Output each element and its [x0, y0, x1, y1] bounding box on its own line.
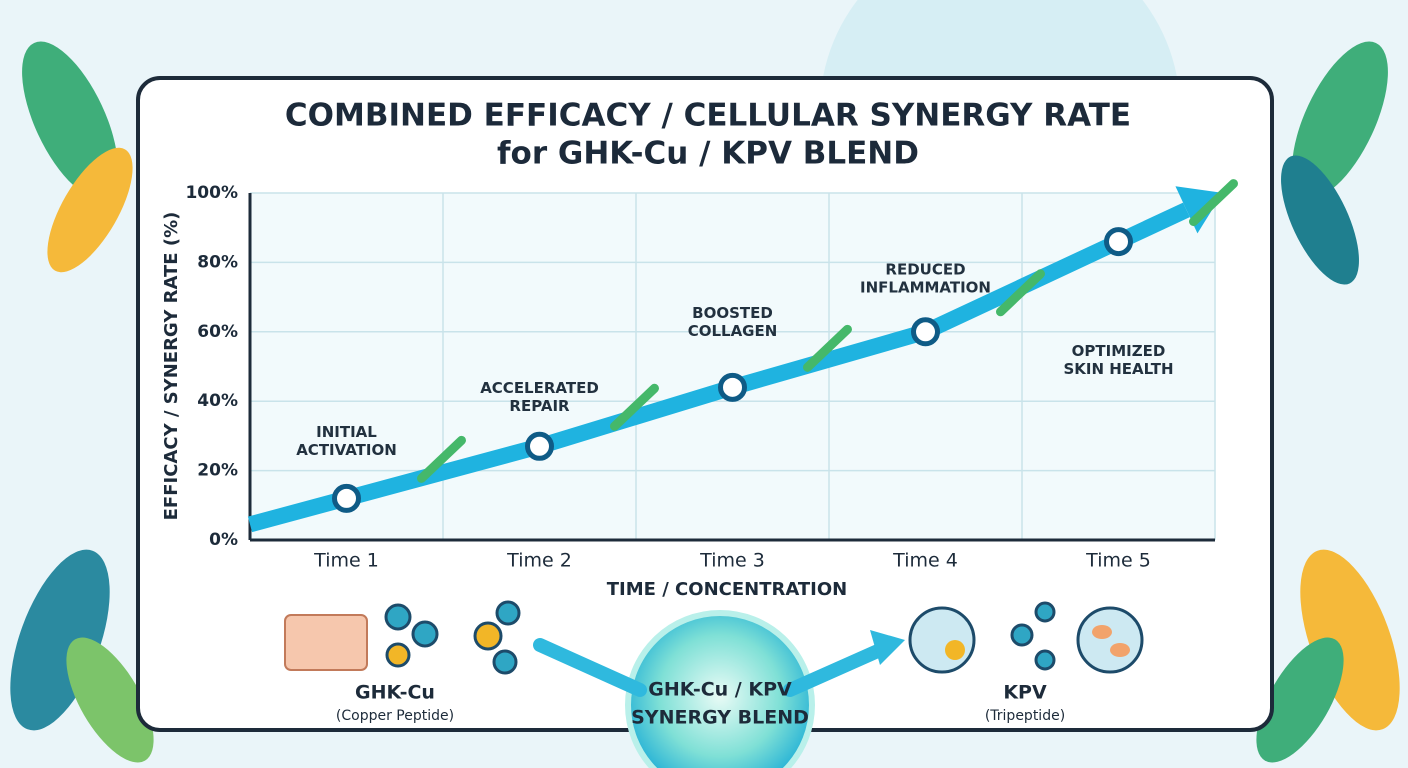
y-tick-label: 100%	[185, 183, 238, 203]
components	[284, 600, 1144, 768]
decor-arrow	[1189, 179, 1238, 227]
annotation: COLLAGEN	[688, 322, 778, 340]
x-tick-label: Time 2	[506, 550, 572, 572]
data-point	[718, 372, 747, 402]
y-tick-label: 60%	[197, 322, 238, 342]
annotation: REPAIR	[509, 397, 570, 415]
y-tick-label: 80%	[197, 252, 238, 272]
y-tick-label: 40%	[197, 391, 238, 411]
annotation: ACTIVATION	[296, 441, 397, 459]
chart-title: for GHK-Cu / KPV BLEND	[497, 136, 919, 172]
component-subtitle: (Copper Peptide)	[336, 708, 454, 724]
y-tick-label: 20%	[197, 461, 238, 481]
component-name: SYNERGY BLEND	[631, 707, 809, 729]
x-tick-label: Time 1	[313, 550, 379, 572]
decor-arrow	[610, 383, 659, 431]
data-point	[525, 431, 554, 461]
decor-arrow	[996, 269, 1045, 317]
x-tick-label: Time 3	[699, 550, 765, 572]
annotation: INITIAL	[316, 423, 377, 441]
annotation: OPTIMIZED	[1072, 342, 1166, 360]
annotation: INFLAMMATION	[860, 278, 991, 296]
annotation: ACCELERATED	[480, 379, 599, 397]
annotation: BOOSTED	[692, 304, 773, 322]
component-name: GHK-Cu	[355, 682, 435, 704]
x-tick-label: Time 4	[892, 550, 958, 572]
component-name: KPV	[1003, 682, 1047, 704]
y-axis-label: EFFICACY / SYNERGY RATE (%)	[161, 212, 182, 521]
annotation: SKIN HEALTH	[1063, 360, 1173, 378]
decor-arrow	[417, 435, 466, 483]
data-point	[911, 317, 940, 347]
line-lead	[247, 490, 349, 533]
x-axis-label: TIME / CONCENTRATION	[607, 579, 847, 600]
decor-arrow	[803, 324, 852, 372]
data-point	[332, 483, 361, 513]
chart-title: COMBINED EFFICACY / CELLULAR SYNERGY RAT…	[285, 98, 1131, 134]
annotation: REDUCED	[885, 260, 965, 278]
arrow-head	[1175, 186, 1223, 234]
data-point	[1104, 227, 1133, 257]
y-tick-label: 0%	[209, 530, 238, 550]
component-name: GHK-Cu / KPV	[648, 679, 792, 701]
x-tick-label: Time 5	[1085, 550, 1151, 572]
component-subtitle: (Tripeptide)	[985, 708, 1065, 724]
